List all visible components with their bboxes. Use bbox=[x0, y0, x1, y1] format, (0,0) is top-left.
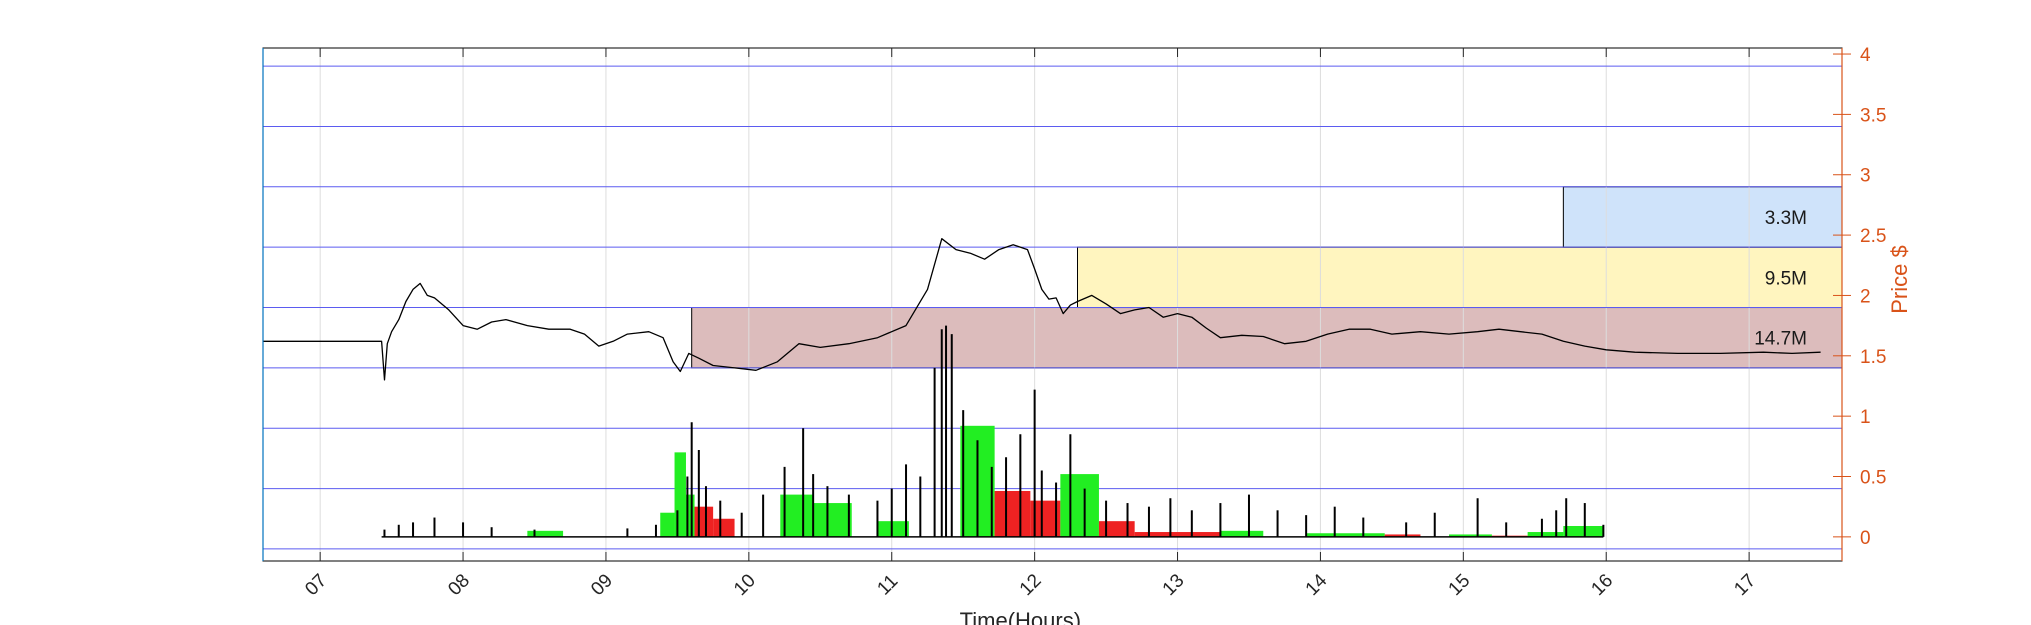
volume-block-5 bbox=[713, 518, 735, 537]
volume-block-17 bbox=[1384, 534, 1421, 537]
y-axis-ticks: 0 0.5 1 1.5 2 2.5 3 3.5 4 bbox=[1833, 45, 1886, 549]
y-tick-label-1: 0.5 bbox=[1860, 468, 1886, 489]
x-tick-label-0: 07 bbox=[301, 570, 331, 600]
zone-label-1: 9.5M bbox=[1765, 268, 1807, 289]
zone-1 bbox=[1077, 246, 1843, 309]
y-tick-label-3: 1.5 bbox=[1860, 347, 1886, 368]
price-series bbox=[263, 238, 1821, 381]
x-tick-label-4: 11 bbox=[873, 571, 902, 600]
price-line bbox=[263, 238, 1821, 381]
volume-block-14 bbox=[1134, 532, 1221, 537]
zone-label-2: 3.3M bbox=[1765, 208, 1807, 229]
volume-spikes bbox=[381, 325, 1605, 538]
x-tick-label-3: 10 bbox=[730, 570, 760, 600]
x-tick-label-5: 12 bbox=[1016, 570, 1046, 600]
y-tick-label-0: 0 bbox=[1860, 528, 1871, 549]
y-tick-label-6: 3 bbox=[1860, 166, 1871, 187]
volume-blocks bbox=[527, 425, 1604, 537]
y-tick-label-8: 4 bbox=[1860, 45, 1871, 66]
volume-block-10 bbox=[994, 490, 1031, 537]
volume-block-18 bbox=[1449, 534, 1492, 537]
volume-block-20 bbox=[1527, 532, 1564, 537]
volume-block-2 bbox=[674, 452, 686, 537]
y-tick-label-2: 1 bbox=[1860, 407, 1871, 428]
volume-block-15 bbox=[1220, 530, 1264, 537]
horizontal-price-levels bbox=[263, 65, 1842, 550]
volume-block-3 bbox=[685, 494, 695, 537]
x-tick-label-8: 15 bbox=[1445, 570, 1475, 600]
y-axis-label: Price $ bbox=[1887, 245, 1912, 313]
x-tick-label-6: 13 bbox=[1159, 570, 1189, 600]
volume-block-1 bbox=[660, 512, 675, 537]
volume-block-0 bbox=[527, 530, 564, 537]
y-tick-label-5: 2.5 bbox=[1860, 226, 1886, 247]
volume-block-7 bbox=[813, 503, 852, 537]
y-tick-label-7: 3.5 bbox=[1860, 105, 1886, 126]
volume-block-6 bbox=[780, 494, 814, 537]
x-tick-label-2: 09 bbox=[587, 570, 617, 600]
zone-label-0: 14.7M bbox=[1754, 329, 1807, 350]
x-tick-label-10: 17 bbox=[1730, 570, 1760, 600]
y-tick-label-4: 2 bbox=[1860, 286, 1871, 307]
volume-block-16 bbox=[1306, 533, 1385, 537]
volume-block-4 bbox=[694, 506, 714, 537]
volume-block-21 bbox=[1563, 525, 1604, 537]
volume-block-12 bbox=[1060, 474, 1099, 537]
x-tick-label-1: 08 bbox=[444, 570, 474, 600]
x-tick-label-9: 16 bbox=[1587, 570, 1617, 600]
volume-block-8 bbox=[877, 521, 909, 537]
vertical-gridlines bbox=[319, 48, 1750, 561]
x-axis-label: Time(Hours) bbox=[960, 608, 1081, 625]
volume-block-13 bbox=[1098, 521, 1135, 537]
zone-labels: 14.7M 9.5M 3.3M bbox=[1754, 208, 1807, 350]
x-tick-label-7: 14 bbox=[1302, 570, 1332, 600]
